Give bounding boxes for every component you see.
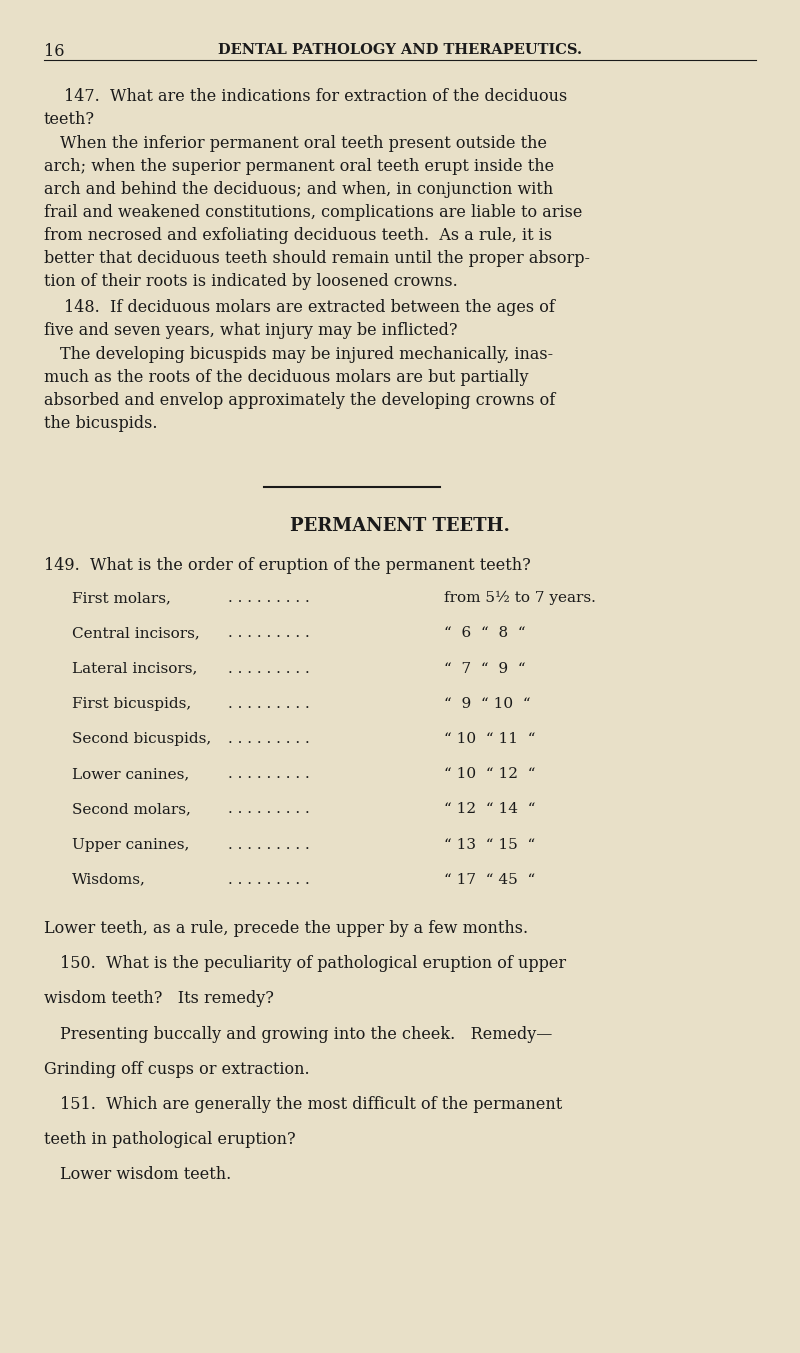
Text: from necrosed and exfoliating deciduous teeth.  As a rule, it is: from necrosed and exfoliating deciduous … <box>44 227 552 245</box>
Text: PERMANENT TEETH.: PERMANENT TEETH. <box>290 517 510 534</box>
Text: . . . . . . . . .: . . . . . . . . . <box>228 697 310 710</box>
Text: Presenting buccally and growing into the cheek.   Remedy—: Presenting buccally and growing into the… <box>60 1026 552 1043</box>
Text: . . . . . . . . .: . . . . . . . . . <box>228 732 310 746</box>
Text: arch and behind the deciduous; and when, in conjunction with: arch and behind the deciduous; and when,… <box>44 181 554 199</box>
Text: 151.  Which are generally the most difficult of the permanent: 151. Which are generally the most diffic… <box>60 1096 562 1114</box>
Text: When the inferior permanent oral teeth present outside the: When the inferior permanent oral teeth p… <box>60 135 547 153</box>
Text: Second bicuspids,: Second bicuspids, <box>72 732 211 746</box>
Text: wisdom teeth?   Its remedy?: wisdom teeth? Its remedy? <box>44 990 274 1008</box>
Text: the bicuspids.: the bicuspids. <box>44 415 158 433</box>
Text: frail and weakened constitutions, complications are liable to arise: frail and weakened constitutions, compli… <box>44 204 582 222</box>
Text: five and seven years, what injury may be inflicted?: five and seven years, what injury may be… <box>44 322 458 340</box>
Text: “ 13  “ 15  “: “ 13 “ 15 “ <box>444 838 535 851</box>
Text: better that deciduous teeth should remain until the proper absorp-: better that deciduous teeth should remai… <box>44 250 590 268</box>
Text: . . . . . . . . .: . . . . . . . . . <box>228 662 310 675</box>
Text: absorbed and envelop approximately the developing crowns of: absorbed and envelop approximately the d… <box>44 392 555 410</box>
Text: “ 17  “ 45  “: “ 17 “ 45 “ <box>444 873 535 886</box>
Text: teeth in pathological eruption?: teeth in pathological eruption? <box>44 1131 296 1149</box>
Text: “ 12  “ 14  “: “ 12 “ 14 “ <box>444 802 535 816</box>
Text: 16: 16 <box>44 43 65 61</box>
Text: The developing bicuspids may be injured mechanically, inas-: The developing bicuspids may be injured … <box>60 346 553 364</box>
Text: . . . . . . . . .: . . . . . . . . . <box>228 591 310 605</box>
Text: . . . . . . . . .: . . . . . . . . . <box>228 767 310 781</box>
Text: tion of their roots is indicated by loosened crowns.: tion of their roots is indicated by loos… <box>44 273 458 291</box>
Text: Lower wisdom teeth.: Lower wisdom teeth. <box>60 1166 231 1184</box>
Text: teeth?: teeth? <box>44 111 95 129</box>
Text: much as the roots of the deciduous molars are but partially: much as the roots of the deciduous molar… <box>44 369 529 387</box>
Text: Upper canines,: Upper canines, <box>72 838 190 851</box>
Text: 149.  What is the order of eruption of the permanent teeth?: 149. What is the order of eruption of th… <box>44 557 530 575</box>
Text: 150.  What is the peculiarity of pathological eruption of upper: 150. What is the peculiarity of patholog… <box>60 955 566 973</box>
Text: Grinding off cusps or extraction.: Grinding off cusps or extraction. <box>44 1061 310 1078</box>
Text: DENTAL PATHOLOGY AND THERAPEUTICS.: DENTAL PATHOLOGY AND THERAPEUTICS. <box>218 43 582 57</box>
Text: 147.  What are the indications for extraction of the deciduous: 147. What are the indications for extrac… <box>64 88 567 106</box>
Text: Lateral incisors,: Lateral incisors, <box>72 662 198 675</box>
Text: “  6  “  8  “: “ 6 “ 8 “ <box>444 626 526 640</box>
Text: Lower canines,: Lower canines, <box>72 767 190 781</box>
Text: . . . . . . . . .: . . . . . . . . . <box>228 873 310 886</box>
Text: 148.  If deciduous molars are extracted between the ages of: 148. If deciduous molars are extracted b… <box>64 299 555 317</box>
Text: . . . . . . . . .: . . . . . . . . . <box>228 626 310 640</box>
Text: “ 10  “ 11  “: “ 10 “ 11 “ <box>444 732 535 746</box>
Text: from 5½ to 7 years.: from 5½ to 7 years. <box>444 591 596 605</box>
Text: Lower teeth, as a rule, precede the upper by a few months.: Lower teeth, as a rule, precede the uppe… <box>44 920 528 938</box>
Text: Second molars,: Second molars, <box>72 802 191 816</box>
Text: “  7  “  9  “: “ 7 “ 9 “ <box>444 662 526 675</box>
Text: “  9  “ 10  “: “ 9 “ 10 “ <box>444 697 530 710</box>
Text: First molars,: First molars, <box>72 591 171 605</box>
Text: . . . . . . . . .: . . . . . . . . . <box>228 838 310 851</box>
Text: Wisdoms,: Wisdoms, <box>72 873 146 886</box>
Text: arch; when the superior permanent oral teeth erupt inside the: arch; when the superior permanent oral t… <box>44 158 554 176</box>
Text: “ 10  “ 12  “: “ 10 “ 12 “ <box>444 767 535 781</box>
Text: First bicuspids,: First bicuspids, <box>72 697 191 710</box>
Text: . . . . . . . . .: . . . . . . . . . <box>228 802 310 816</box>
Text: Central incisors,: Central incisors, <box>72 626 200 640</box>
